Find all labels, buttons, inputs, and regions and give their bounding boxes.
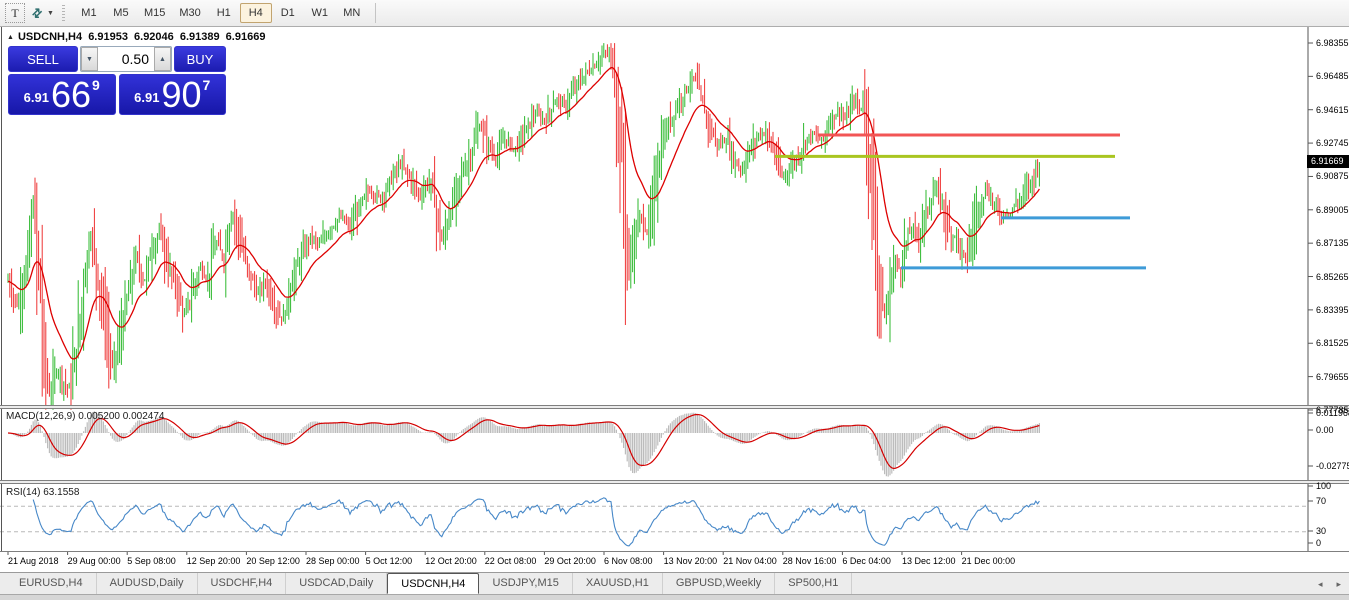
tab-usdjpy-m15[interactable]: USDJPY,M15 (479, 573, 573, 594)
sell-price-big: 66 (50, 74, 92, 115)
macd-axis-label: 0.00 (1316, 425, 1334, 435)
tab-xauusd-h1[interactable]: XAUUSD,H1 (573, 573, 663, 594)
buy-button[interactable]: BUY (174, 46, 226, 72)
tab-usdcnh-h4[interactable]: USDCNH,H4 (387, 573, 480, 594)
price-chart-canvas[interactable] (0, 27, 1349, 572)
time-axis-label: 13 Nov 20:00 (663, 556, 718, 566)
timeframe-h1[interactable]: H1 (216, 7, 231, 19)
time-axis-label: 28 Nov 16:00 (782, 556, 837, 566)
tab-sp500-h1[interactable]: SP500,H1 (775, 573, 853, 594)
ohlc-close: 6.91669 (225, 31, 266, 43)
price-axis-label: 6.87135 (1316, 238, 1349, 249)
price-axis-label: 6.77785 (1316, 404, 1349, 415)
timeframe-m5[interactable]: M5 (113, 7, 129, 19)
one-click-trade-panel: SELL ▼ ▲ BUY 6.91 66 9 6.91 90 7 (8, 46, 226, 115)
toolbar-grip[interactable] (61, 5, 65, 21)
time-axis-label: 29 Oct 20:00 (544, 556, 596, 566)
tab-usdcad-daily[interactable]: USDCAD,Daily (286, 573, 388, 594)
panel-splitter[interactable] (0, 480, 1349, 484)
rsi-label: RSI(14) 63.1558 (6, 487, 80, 498)
macd-axis-label: 0.011968 (1316, 408, 1349, 418)
rsi-axis-label: 70 (1316, 496, 1327, 506)
timeframe-m1[interactable]: M1 (81, 7, 97, 19)
sell-price-prefix: 6.91 (23, 90, 49, 105)
rsi-axis-label: 0 (1316, 538, 1322, 548)
chart-symbol: USDCNH,H4 (17, 31, 83, 43)
time-axis-label: 5 Sep 08:00 (127, 556, 176, 566)
chart-tab-bar: EURUSD,H4 AUDUSD,Daily USDCHF,H4 USDCAD,Dai… (0, 572, 1349, 594)
sell-quote[interactable]: 6.91 66 9 (8, 74, 116, 115)
price-axis-label: 6.98355 (1316, 38, 1349, 48)
time-axis-line (0, 551, 1349, 552)
price-axis-label: 6.89005 (1316, 204, 1349, 215)
tab-gbpusd-weekly[interactable]: GBPUSD,Weekly (663, 573, 776, 594)
time-axis-label: 28 Sep 00:00 (306, 556, 360, 566)
ohlc-low: 6.91389 (179, 31, 220, 43)
rsi-axis-label: 30 (1316, 526, 1327, 536)
tab-eurusd-h4[interactable]: EURUSD,H4 (6, 573, 97, 594)
price-axis-label: 6.94615 (1316, 104, 1349, 115)
sell-price-pip: 9 (92, 77, 100, 93)
buy-quote[interactable]: 6.91 90 7 (118, 74, 226, 115)
buy-price-prefix: 6.91 (134, 90, 160, 105)
time-axis-label: 29 Aug 00:00 (67, 556, 121, 566)
chevron-down-icon[interactable]: ▼ (47, 9, 54, 17)
time-axis-label: 12 Sep 20:00 (186, 556, 241, 566)
price-axis-label: 6.81525 (1316, 338, 1349, 349)
timeframe-h4[interactable]: H4 (239, 3, 272, 23)
time-axis-label: 6 Dec 04:00 (842, 556, 891, 566)
collapse-triangle-icon: ▲ (7, 34, 14, 41)
ohlc-high: 6.92046 (134, 31, 174, 43)
chart-left-frame (1, 27, 2, 551)
macd-label: MACD(12,26,9) 0.005200 0.002474 (6, 411, 165, 422)
rsi-axis-label: 100 (1316, 481, 1332, 491)
price-axis-label: 6.79655 (1316, 371, 1349, 382)
time-axis-label: 20 Sep 12:00 (246, 556, 300, 566)
timeframe-mn[interactable]: MN (343, 7, 361, 19)
timeframe-m15[interactable]: M15 (143, 7, 166, 19)
volume-decrease-icon[interactable]: ▼ (81, 47, 98, 71)
price-axis-label: 6.96485 (1316, 71, 1349, 82)
volume-input[interactable] (98, 47, 154, 71)
macd-axis-label: -0.027758 (1316, 461, 1349, 471)
time-axis-label: 13 Dec 12:00 (902, 556, 956, 566)
timeframe-group: M1 M5 M15 M30 H1 H4 D1 W1 MN (73, 3, 368, 23)
time-axis-label: 5 Oct 12:00 (365, 556, 413, 566)
price-axis-label: 6.85265 (1316, 271, 1349, 282)
tab-audusd-daily[interactable]: AUDUSD,Daily (97, 573, 198, 594)
chart-title: ▲ USDCNH,H4 6.91953 6.92046 6.91389 6.916… (7, 31, 268, 43)
status-strip (0, 594, 1349, 600)
timeframe-w1[interactable]: W1 (311, 7, 329, 19)
ohlc-open: 6.91953 (88, 31, 128, 43)
tab-usdchf-h4[interactable]: USDCHF,H4 (198, 573, 287, 594)
volume-increase-icon[interactable]: ▲ (154, 47, 171, 71)
tabs-scroll-right-icon[interactable]: ▸ (1336, 578, 1341, 589)
time-axis-label: 12 Oct 20:00 (425, 556, 477, 566)
top-toolbar: T ⇄ ▼ M1 M5 M15 M30 H1 H4 D1 W1 MN (0, 0, 1349, 27)
buy-price-big: 90 (161, 74, 202, 115)
time-axis-label: 21 Aug 2018 (8, 556, 59, 566)
price-axis-label: 6.90875 (1316, 171, 1349, 182)
time-axis-label: 6 Nov 08:00 (604, 556, 653, 566)
timeframe-d1[interactable]: D1 (280, 7, 295, 19)
volume-stepper: ▼ ▲ (80, 46, 172, 72)
text-tool-icon[interactable]: T (5, 3, 25, 23)
sell-button[interactable]: SELL (8, 46, 78, 72)
time-axis-label: 21 Nov 04:00 (723, 556, 777, 566)
price-axis-label: 6.83395 (1316, 304, 1349, 315)
time-axis-label: 22 Oct 08:00 (484, 556, 537, 566)
tabs-scroll-left-icon[interactable]: ◂ (1317, 578, 1323, 589)
indicators-icon[interactable]: ⇄ (28, 4, 46, 22)
time-axis-label: 21 Dec 00:00 (961, 556, 1016, 566)
current-price-tag: 6.91669 (1307, 155, 1349, 169)
buy-price-pip: 7 (202, 77, 211, 93)
toolbar-separator (374, 3, 376, 23)
panel-splitter[interactable] (0, 405, 1349, 409)
timeframe-m30[interactable]: M30 (179, 7, 201, 19)
price-axis-label: 6.92745 (1316, 138, 1349, 149)
